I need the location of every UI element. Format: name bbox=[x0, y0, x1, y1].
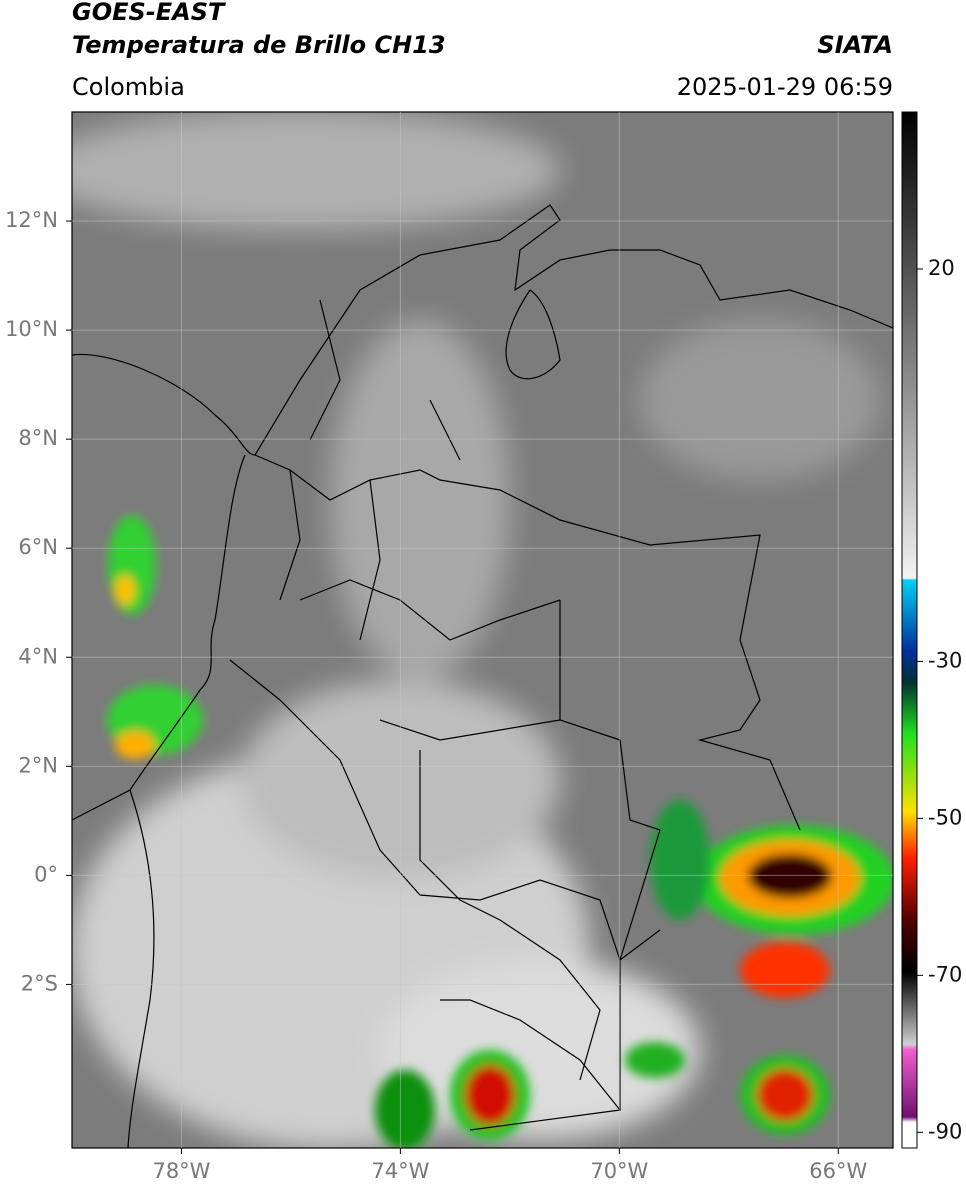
x-tick-label: 66°W bbox=[809, 1159, 867, 1183]
y-tick-label: 10°N bbox=[5, 317, 58, 341]
y-tick-label: 0° bbox=[34, 862, 58, 886]
region: Colombia bbox=[72, 73, 185, 101]
x-tick-label: 74°W bbox=[371, 1159, 429, 1183]
y-tick-label: 4°N bbox=[18, 644, 58, 668]
colorbar bbox=[901, 111, 918, 1149]
satellite-image bbox=[72, 112, 893, 1148]
y-tick-label: 12°N bbox=[5, 208, 58, 232]
colorbar-tick-label: 20 bbox=[928, 256, 955, 280]
subtitle: Temperatura de Brillo CH13 bbox=[72, 31, 446, 59]
x-tick-label: 70°W bbox=[590, 1159, 648, 1183]
colorbar-tick-label: -30 bbox=[928, 648, 962, 672]
y-tick-label: 2°N bbox=[18, 753, 58, 777]
y-tick-label: 6°N bbox=[18, 535, 58, 559]
source: SIATA bbox=[817, 31, 893, 59]
colorbar-tick-label: -50 bbox=[928, 805, 962, 829]
colorbar-tick-label: -70 bbox=[928, 962, 962, 986]
x-tick-label: 78°W bbox=[152, 1159, 210, 1183]
y-tick-label: 2°S bbox=[21, 971, 58, 995]
y-tick-label: 8°N bbox=[18, 426, 58, 450]
colorbar-tick-label: -90 bbox=[928, 1119, 962, 1143]
title: GOES-EAST bbox=[72, 0, 226, 26]
datetime: 2025-01-29 06:59 bbox=[677, 73, 893, 101]
map-frame bbox=[71, 111, 894, 1149]
